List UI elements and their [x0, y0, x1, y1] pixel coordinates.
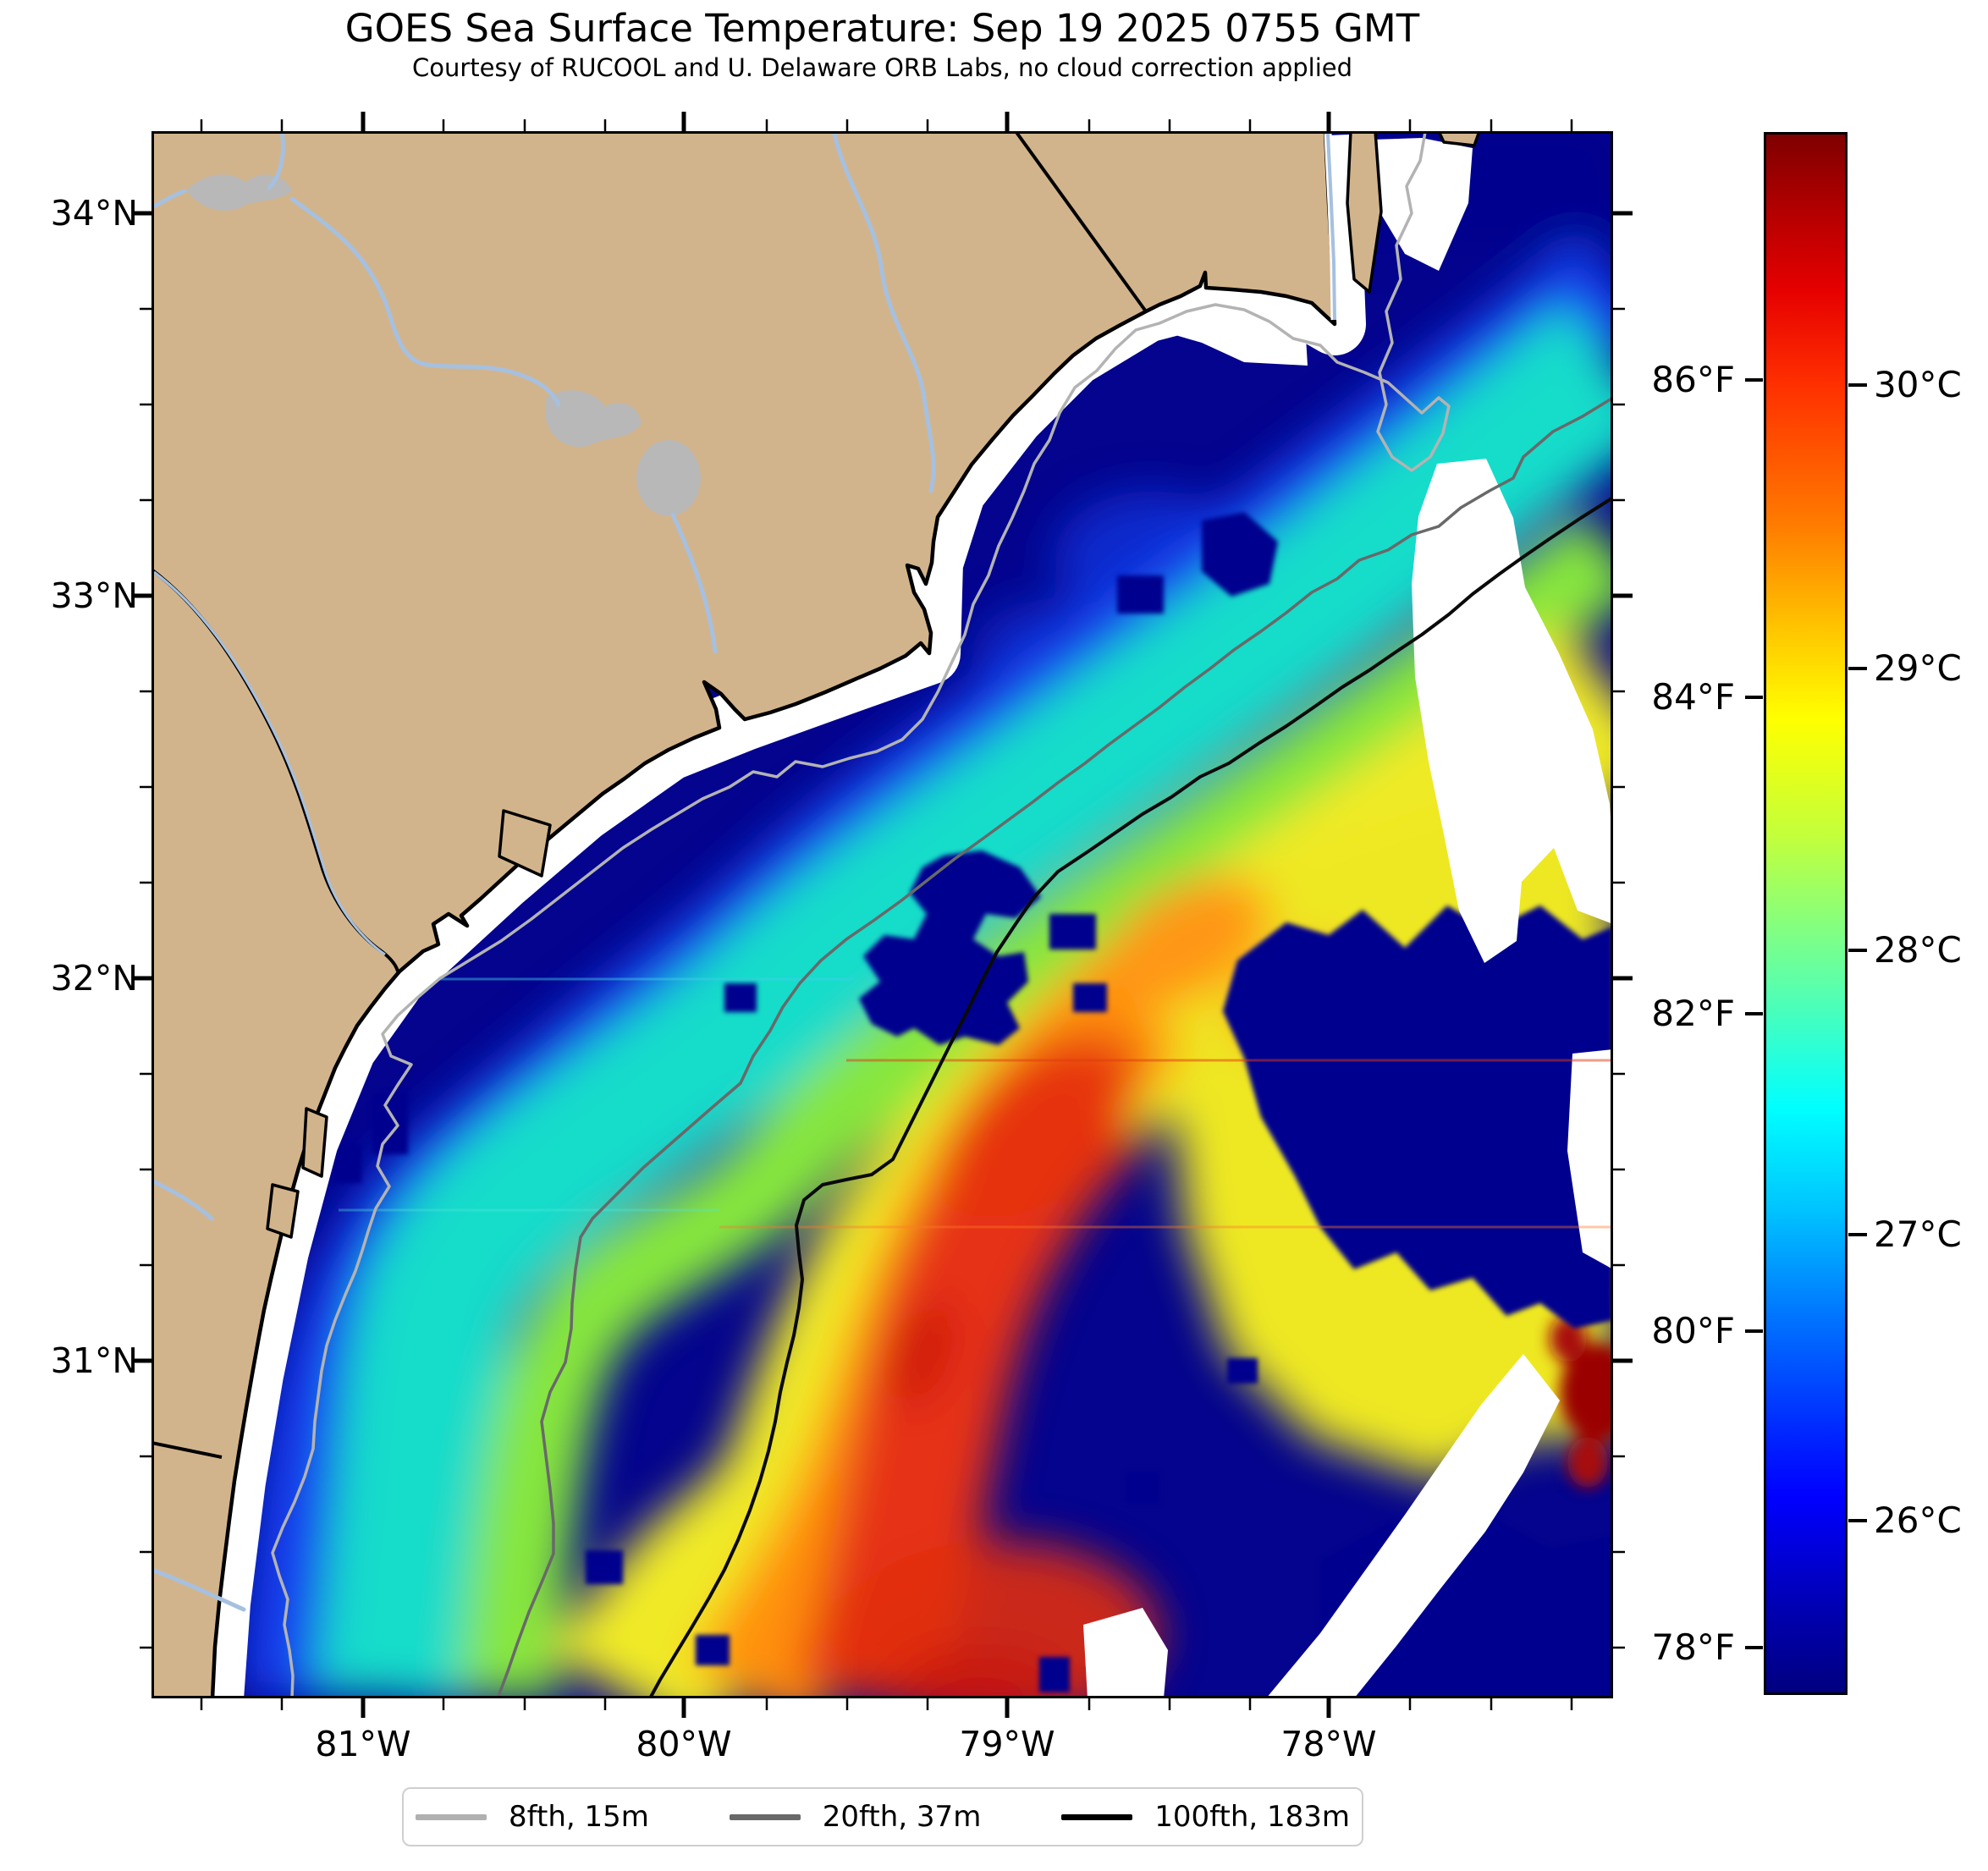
figure-title: GOES Sea Surface Temperature: Sep 19 202…	[344, 6, 1420, 51]
colorbar-c-label: 27°C	[1874, 1213, 1962, 1255]
legend-label: 20fth, 37m	[822, 1800, 982, 1834]
legend-item-20fth: 20fth, 37m	[729, 1800, 982, 1834]
no-data-blobs	[1083, 138, 1613, 1698]
map-border	[151, 131, 1613, 1698]
x-tick-label: 80°W	[636, 1724, 732, 1764]
contour-line-sample-8fth	[416, 1813, 487, 1820]
legend-item-100fth: 100fth, 183m	[1061, 1800, 1350, 1834]
legend-item-8fth: 8fth, 15m	[416, 1800, 649, 1834]
y-tick-label: 31°N	[50, 1340, 138, 1381]
x-tick-label: 78°W	[1280, 1724, 1377, 1764]
contour-legend: 8fth, 15m 20fth, 37m 100fth, 183m	[402, 1787, 1363, 1846]
barrier-islands	[266, 131, 1481, 1239]
sst-colorbar	[1764, 132, 1848, 1695]
rivers	[151, 131, 936, 1612]
contour-8-fathom	[271, 131, 1451, 1698]
y-tick-label: 32°N	[50, 958, 138, 999]
colorbar-c-label: 30°C	[1874, 364, 1962, 405]
figure-subtitle: Courtesy of RUCOOL and U. Delaware ORB L…	[411, 53, 1353, 82]
colorbar-f-label: 78°F	[1651, 1626, 1735, 1668]
y-tick-label: 34°N	[50, 193, 138, 234]
sst-hot-spots	[1550, 1315, 1613, 1488]
colorbar-f-label: 80°F	[1651, 1310, 1735, 1351]
colorbar-f-label: 86°F	[1651, 359, 1735, 400]
y-tick-label: 33°N	[50, 575, 138, 616]
contour-20-fathom	[496, 396, 1613, 1698]
savannah-river	[153, 570, 386, 956]
legend-label: 100fth, 183m	[1154, 1800, 1350, 1834]
colorbar-c-label: 28°C	[1874, 929, 1962, 971]
x-tick-label: 79°W	[959, 1724, 1055, 1764]
x-tick-label: 81°W	[315, 1724, 411, 1764]
contour-line-sample-100fth	[1061, 1813, 1133, 1820]
colorbar-f-label: 84°F	[1651, 676, 1735, 718]
contour-100-fathom	[648, 496, 1613, 1698]
colorbar-f-label: 82°F	[1651, 993, 1735, 1034]
lakes	[186, 174, 701, 516]
sst-map	[151, 131, 1613, 1698]
colorbar-c-label: 29°C	[1874, 647, 1962, 689]
colorbar-c-label: 26°C	[1874, 1500, 1962, 1541]
cape-fear-river	[1326, 133, 1336, 321]
legend-label: 8fth, 15m	[509, 1800, 649, 1834]
contour-line-sample-20fth	[729, 1813, 801, 1820]
